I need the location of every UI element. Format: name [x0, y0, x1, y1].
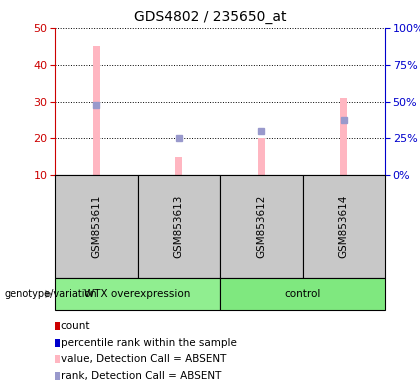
Bar [93, 46, 100, 175]
Text: count: count [60, 321, 90, 331]
Text: WTX overexpression: WTX overexpression [84, 289, 191, 299]
Text: GDS4802 / 235650_at: GDS4802 / 235650_at [134, 10, 286, 24]
Bar [258, 138, 265, 175]
Text: GSM853611: GSM853611 [91, 195, 101, 258]
Text: genotype/variation: genotype/variation [4, 289, 97, 299]
Text: GSM853612: GSM853612 [256, 195, 266, 258]
Bar [176, 157, 182, 175]
Text: GSM853614: GSM853614 [339, 195, 349, 258]
Bar [341, 98, 347, 175]
Text: control: control [284, 289, 321, 299]
Text: value, Detection Call = ABSENT: value, Detection Call = ABSENT [60, 354, 226, 364]
Text: percentile rank within the sample: percentile rank within the sample [60, 338, 236, 348]
Text: rank, Detection Call = ABSENT: rank, Detection Call = ABSENT [60, 371, 221, 381]
Text: GSM853613: GSM853613 [174, 195, 184, 258]
